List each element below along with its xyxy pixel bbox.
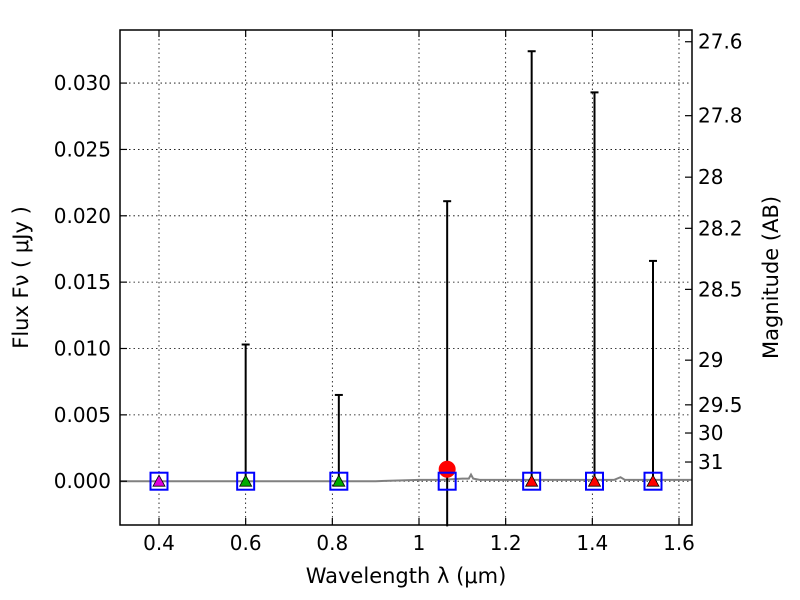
observed-point-circle — [438, 460, 456, 478]
model-point-square — [149, 471, 169, 491]
model-point-square — [522, 471, 542, 491]
y-tick-label: 0.005 — [54, 403, 111, 427]
model-point-square — [643, 471, 663, 491]
observed-point-triangle — [524, 474, 539, 487]
mag-tick-label: 29.5 — [698, 393, 743, 417]
x-axis-ticks: 0.4 0.6 0.8 1 1.2 1.4 1.6 — [143, 30, 695, 555]
y-axis-ticks: 0.000 0.005 0.010 0.015 0.020 0.025 0.030 — [54, 71, 127, 493]
model-point-square — [437, 471, 457, 491]
mag-tick-label: 28 — [698, 165, 723, 189]
observed-point-triangle — [332, 474, 346, 487]
mag-tick-label: 29 — [698, 348, 723, 372]
mag-tick-label: 27.6 — [698, 30, 743, 54]
spectrum-line — [120, 472, 692, 483]
magnitude-axis-ticks: 27.6 27.8 28 28.2 28.5 29 29.5 30 31 — [685, 30, 743, 474]
y-tick-label: 0.000 — [54, 469, 111, 493]
mag-tick-label: 30 — [698, 421, 723, 445]
error-bars — [241, 50, 657, 527]
y-tick-label: 0.015 — [54, 270, 111, 294]
observed-point-triangle — [646, 474, 660, 487]
y-tick-label: 0.030 — [54, 71, 111, 95]
mag-tick-label: 28.5 — [698, 277, 743, 301]
x-tick-label: 1.4 — [576, 531, 608, 555]
y-axis-label: Flux Fν ( μJy ) — [9, 206, 33, 349]
observed-point-triangle — [238, 474, 253, 487]
mag-tick-label: 31 — [698, 450, 723, 474]
x-tick-label: 1.6 — [663, 531, 695, 555]
axes — [119, 29, 693, 526]
x-tick-label: 1 — [413, 531, 426, 555]
model-point-square — [585, 471, 604, 491]
y-tick-label: 0.025 — [54, 137, 111, 161]
x-tick-label: 0.8 — [316, 531, 348, 555]
observed-point-triangle — [152, 474, 166, 487]
x-tick-label: 0.4 — [143, 531, 175, 555]
model-point-square — [236, 471, 256, 491]
plot-frame — [119, 29, 693, 526]
x-tick-label: 1.2 — [490, 531, 522, 555]
y-tick-label: 0.010 — [54, 336, 111, 360]
magnitude-axis-label: Magnitude (AB) — [759, 196, 783, 359]
y-tick-label: 0.020 — [54, 204, 111, 228]
model-spectrum — [120, 472, 692, 483]
observed-point-triangle — [587, 474, 602, 487]
grid-lines — [120, 30, 692, 525]
mag-tick-label: 28.2 — [698, 216, 743, 240]
x-axis-label: Wavelength λ (μm) — [306, 564, 507, 588]
mag-tick-label: 27.8 — [698, 104, 743, 128]
model-point-square — [329, 471, 349, 491]
x-tick-label: 0.6 — [230, 531, 262, 555]
data-markers — [149, 460, 663, 491]
